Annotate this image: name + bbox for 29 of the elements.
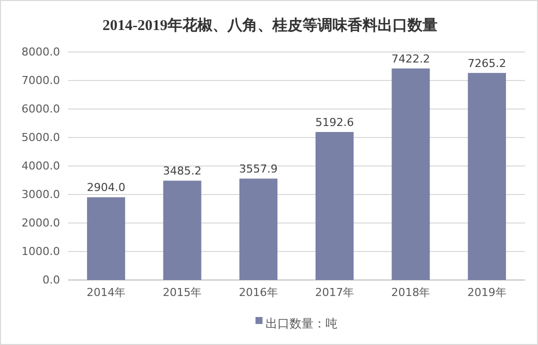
y-tick-label: 8000.0 xyxy=(22,46,60,59)
y-tick-label: 0.0 xyxy=(42,274,60,287)
bar xyxy=(163,180,202,280)
x-tick-label: 2014年 xyxy=(86,286,126,299)
data-label: 2904.0 xyxy=(86,181,126,194)
y-tick-label: 7000.0 xyxy=(22,74,60,88)
data-label: 3485.2 xyxy=(163,164,202,178)
y-tick-label: 1000.0 xyxy=(22,245,60,258)
data-label: 3557.9 xyxy=(239,162,278,176)
legend-label: 出口数量：吨 xyxy=(266,316,338,330)
y-tick-label: 3000.0 xyxy=(22,188,60,202)
y-tick-label: 5000.0 xyxy=(22,131,60,144)
chart-title: 2014-2019年花椒、八角、桂皮等调味香料出口数量 xyxy=(102,17,438,34)
y-tick-label: 4000.0 xyxy=(22,160,60,173)
bar xyxy=(239,178,278,280)
x-tick-label: 2017年 xyxy=(315,286,354,299)
bar xyxy=(468,72,506,280)
x-tick-label: 2015年 xyxy=(162,286,202,299)
x-tick-label: 2018年 xyxy=(391,286,430,299)
bar xyxy=(87,197,126,280)
data-label: 7265.2 xyxy=(468,56,506,70)
x-tick-label: 2016年 xyxy=(238,286,278,299)
data-label: 5192.6 xyxy=(315,116,354,130)
bar xyxy=(316,132,354,280)
data-label: 7422.2 xyxy=(392,52,430,66)
bar xyxy=(392,68,430,280)
y-tick-label: 2000.0 xyxy=(22,216,60,230)
x-tick-label: 2019年 xyxy=(467,286,506,299)
y-tick-label: 6000.0 xyxy=(22,102,60,116)
